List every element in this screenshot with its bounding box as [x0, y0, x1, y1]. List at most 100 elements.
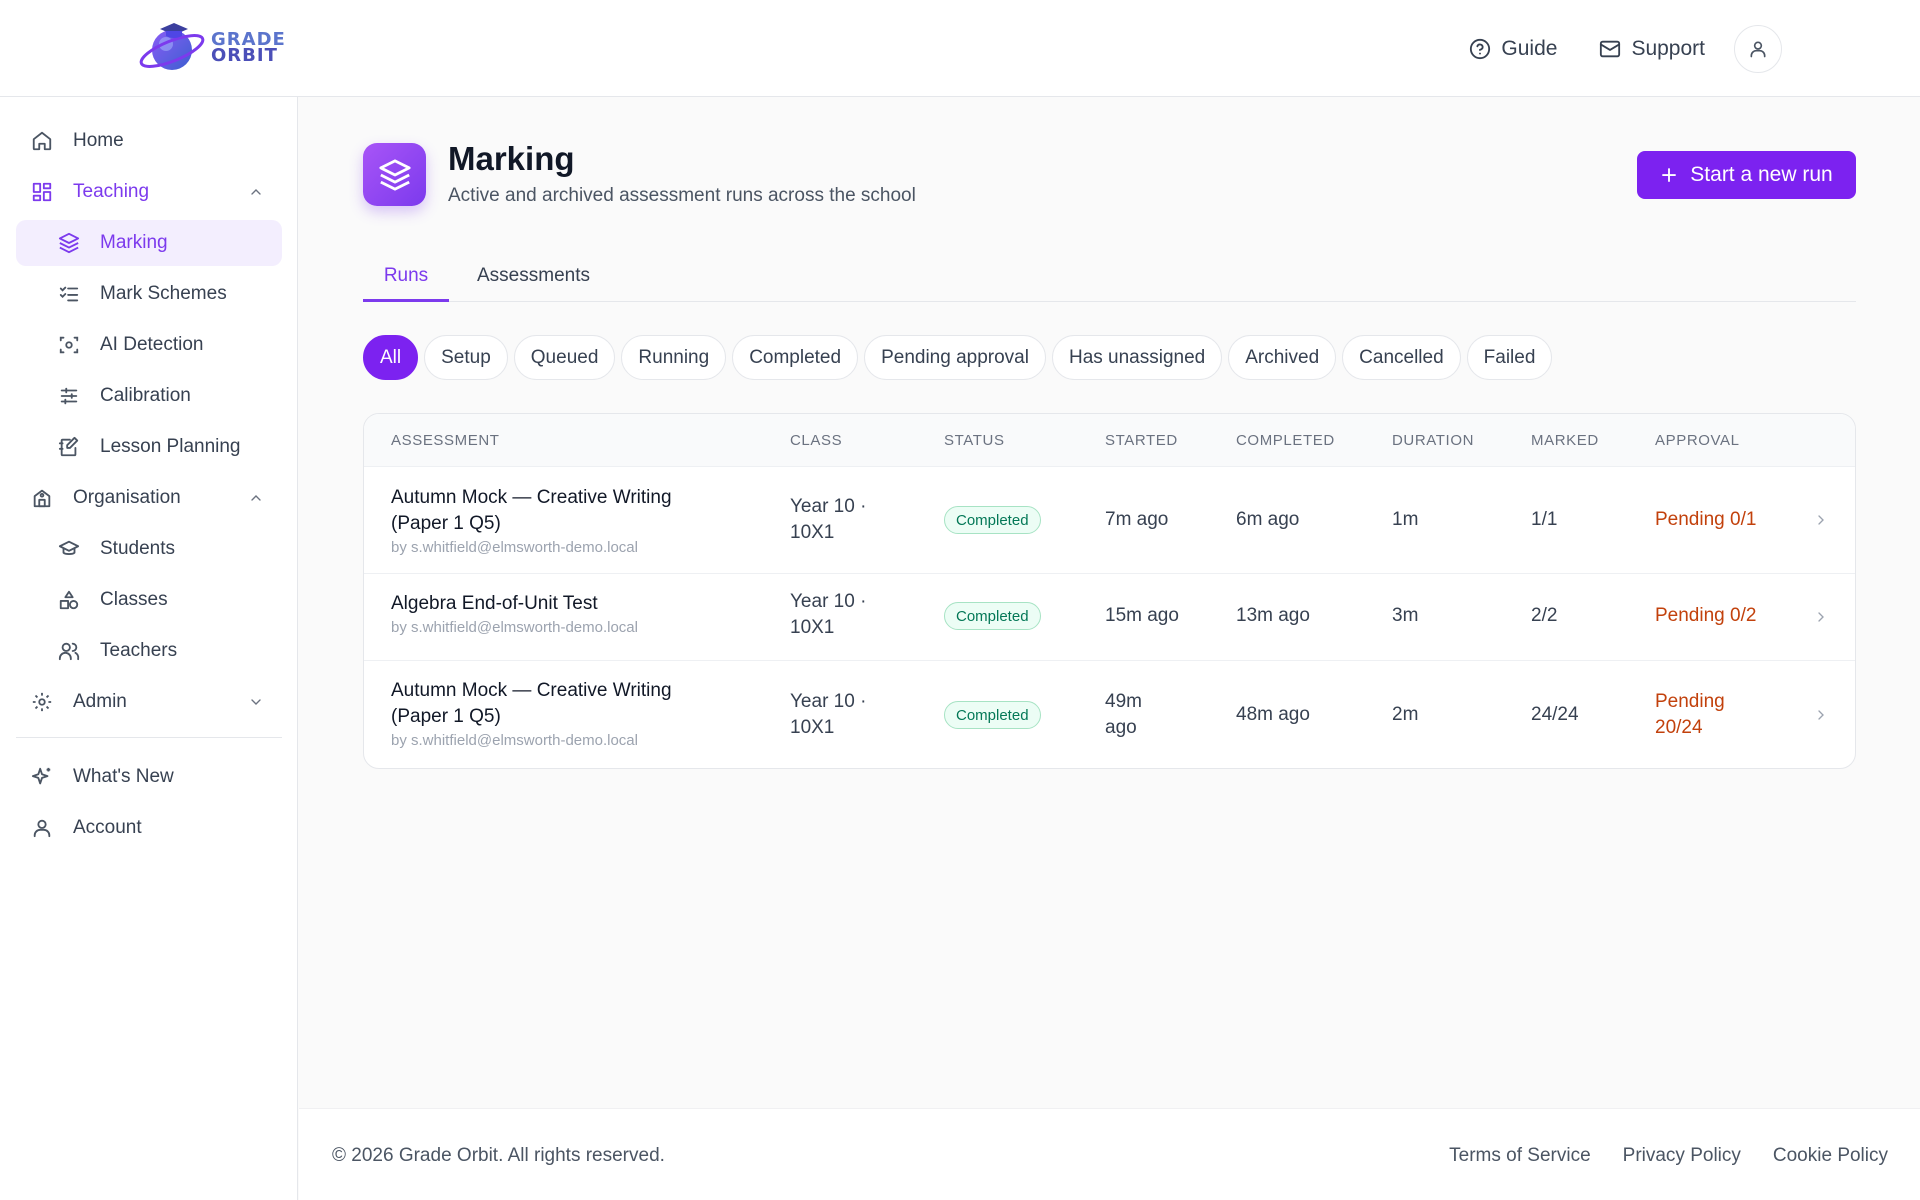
- brand-logo[interactable]: GRADE ORBIT: [138, 20, 286, 76]
- filter-chip-has-unassigned[interactable]: Has unassigned: [1051, 335, 1223, 380]
- started-cell: 15m ago: [1105, 605, 1179, 626]
- chevron-up-icon: [251, 189, 261, 195]
- sidebar-item-label: Marking: [100, 232, 168, 253]
- sidebar-item-mark-schemes[interactable]: Mark Schemes: [16, 271, 282, 317]
- terms-link[interactable]: Terms of Service: [1449, 1145, 1591, 1166]
- sparkles-icon: [30, 765, 54, 789]
- sidebar-section-teaching[interactable]: Teaching: [16, 169, 282, 215]
- sidebar-divider: [16, 737, 282, 738]
- sidebar-item-label: Classes: [100, 589, 168, 610]
- column-header-assessment: ASSESSMENT: [391, 432, 500, 449]
- sidebar-item-ai-detection[interactable]: AI Detection: [16, 322, 282, 368]
- column-header-status: STATUS: [944, 432, 1005, 449]
- column-header-duration: DURATION: [1392, 432, 1475, 449]
- table-row[interactable]: Autumn Mock — Creative Writing (Paper 1 …: [364, 467, 1855, 574]
- sidebar-section-organisation[interactable]: Organisation: [16, 475, 282, 521]
- assessment-author: by s.whitfield@elmsworth-demo.local: [391, 539, 638, 556]
- filter-chip-queued[interactable]: Queued: [513, 335, 616, 380]
- layers-icon: [57, 231, 81, 255]
- user-icon: [30, 816, 54, 840]
- sidebar-item-calibration[interactable]: Calibration: [16, 373, 282, 419]
- sidebar-item-teachers[interactable]: Teachers: [16, 628, 282, 674]
- guide-link[interactable]: Guide: [1469, 37, 1557, 61]
- class-cell: Year 10 ·: [790, 496, 867, 517]
- sidebar-item-students[interactable]: Students: [16, 526, 282, 572]
- status-badge: Completed: [944, 602, 1041, 630]
- sidebar-item-label: Teachers: [100, 640, 178, 661]
- filter-chip-pending-approval[interactable]: Pending approval: [864, 335, 1046, 380]
- page-icon-badge: [363, 143, 426, 206]
- brand-name: GRADE ORBIT: [211, 29, 286, 65]
- sidebar-item-lesson-planning[interactable]: Lesson Planning: [16, 424, 282, 470]
- filter-chip-setup[interactable]: Setup: [424, 335, 508, 380]
- page-footer: © 2026 Grade Orbit. All rights reserved.…: [299, 1108, 1920, 1200]
- checklist-icon: [57, 282, 81, 306]
- chevron-up-icon: [251, 495, 261, 501]
- table-header: ASSESSMENT CLASS STATUS STARTED COMPLETE…: [364, 414, 1855, 467]
- sidebar-item-label: Calibration: [100, 385, 191, 406]
- approval-cell: 20/24: [1655, 717, 1703, 738]
- filter-chip-completed[interactable]: Completed: [732, 335, 859, 380]
- planet-logo-icon: [139, 23, 205, 70]
- sidebar-item-whats-new[interactable]: What's New: [16, 754, 282, 800]
- started-cell: ago: [1105, 717, 1137, 738]
- sidebar-item-marking[interactable]: Marking: [16, 220, 282, 266]
- assessment-title: Algebra End-of-Unit Test: [391, 593, 598, 614]
- sidebar-item-account[interactable]: Account: [16, 805, 282, 851]
- start-new-run-button[interactable]: Start a new run: [1637, 151, 1856, 199]
- runs-table: ASSESSMENT CLASS STATUS STARTED COMPLETE…: [363, 413, 1856, 769]
- column-header-completed: COMPLETED: [1236, 432, 1335, 449]
- mail-icon: [1600, 40, 1621, 58]
- completed-cell: 48m ago: [1236, 704, 1310, 725]
- user-avatar-button[interactable]: [1734, 25, 1782, 73]
- sidebar-item-home[interactable]: Home: [16, 118, 282, 164]
- approval-cell: Pending 0/2: [1655, 605, 1757, 626]
- scan-face-icon: [57, 333, 81, 357]
- table-row[interactable]: Autumn Mock — Creative Writing (Paper 1 …: [364, 661, 1855, 768]
- marked-cell: 2/2: [1531, 605, 1558, 626]
- chevron-right-icon: [1818, 710, 1824, 720]
- graduation-cap-icon: [57, 537, 81, 561]
- cookie-link[interactable]: Cookie Policy: [1772, 1145, 1888, 1166]
- filter-chip-failed[interactable]: Failed: [1466, 335, 1553, 380]
- privacy-link[interactable]: Privacy Policy: [1622, 1145, 1741, 1166]
- status-filter-chips: All Setup Queued Running Completed Pendi…: [363, 335, 1558, 380]
- copyright-text: © 2026 Grade Orbit. All rights reserved.: [332, 1145, 665, 1166]
- filter-chip-archived[interactable]: Archived: [1228, 335, 1337, 380]
- assessment-title: Autumn Mock — Creative Writing: [391, 487, 672, 508]
- approval-cell: Pending 0/1: [1655, 509, 1757, 530]
- support-link[interactable]: Support: [1599, 37, 1705, 61]
- sidebar-item-label: Mark Schemes: [100, 283, 227, 304]
- column-header-marked: MARKED: [1531, 432, 1599, 449]
- tab-bar: Runs Assessments: [363, 257, 1856, 302]
- assessment-author: by s.whitfield@elmsworth-demo.local: [391, 619, 638, 636]
- page-title: Marking: [448, 140, 575, 177]
- tab-assessments[interactable]: Assessments: [477, 265, 590, 286]
- class-cell: Year 10 ·: [790, 591, 867, 612]
- sliders-icon: [57, 384, 81, 408]
- class-cell: 10X1: [790, 522, 835, 543]
- tab-runs[interactable]: Runs: [363, 257, 449, 302]
- filter-chip-running[interactable]: Running: [621, 335, 727, 380]
- dashboard-icon: [30, 180, 54, 204]
- sidebar-item-label: Home: [73, 130, 124, 151]
- plus-icon: [1662, 168, 1677, 182]
- column-header-started: STARTED: [1105, 432, 1178, 449]
- class-cell: Year 10 ·: [790, 691, 867, 712]
- sidebar-item-classes[interactable]: Classes: [16, 577, 282, 623]
- brand-name-line1: GRADE: [211, 29, 286, 50]
- status-badge: Completed: [944, 701, 1041, 729]
- filter-chip-all[interactable]: All: [363, 335, 419, 380]
- duration-cell: 3m: [1392, 605, 1419, 626]
- table-row[interactable]: Algebra End-of-Unit Test by s.whitfield@…: [364, 574, 1855, 661]
- sidebar-item-label: Lesson Planning: [100, 436, 241, 457]
- user-icon: [1750, 41, 1766, 58]
- sidebar-section-admin[interactable]: Admin: [16, 679, 282, 725]
- sidebar-item-label: Admin: [73, 691, 127, 712]
- sidebar-item-label: Account: [73, 817, 142, 838]
- class-cell: 10X1: [790, 617, 835, 638]
- marked-cell: 1/1: [1531, 509, 1558, 530]
- duration-cell: 1m: [1392, 509, 1419, 530]
- started-cell: 49m: [1105, 691, 1142, 712]
- filter-chip-cancelled[interactable]: Cancelled: [1342, 335, 1461, 380]
